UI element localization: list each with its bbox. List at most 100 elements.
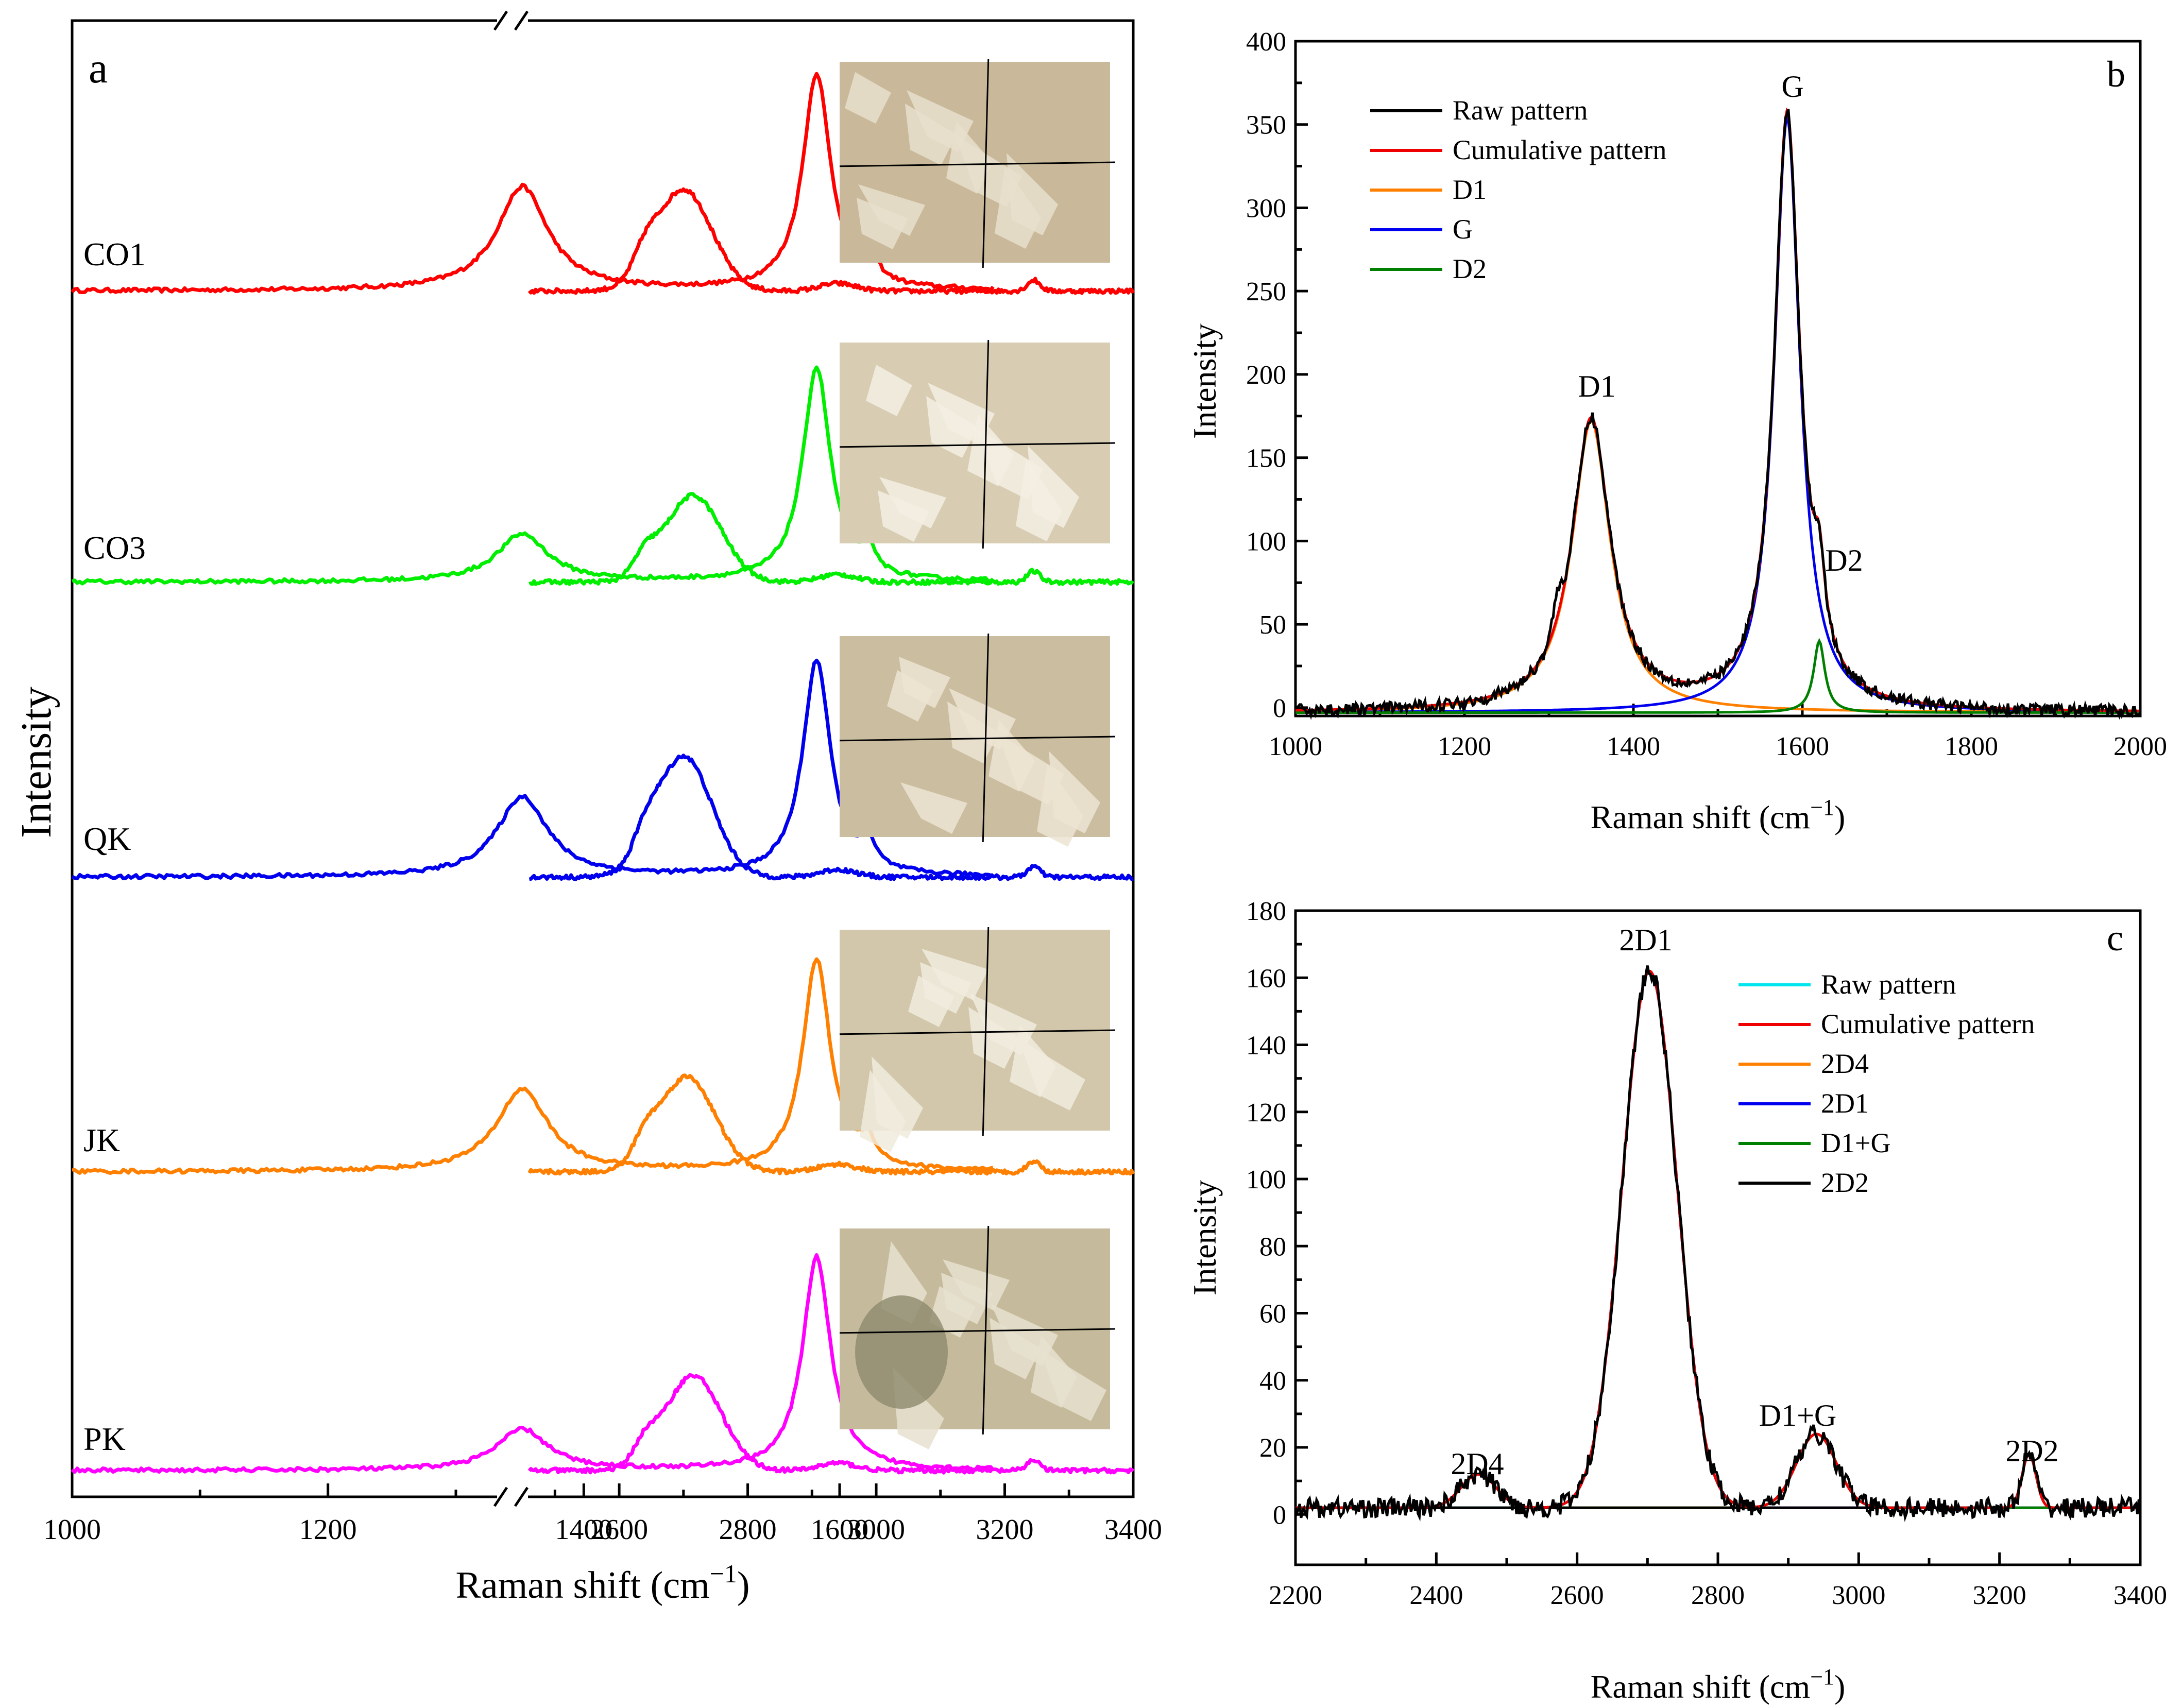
- b-legend-label: D1: [1453, 174, 1487, 205]
- c-y-tick-label: 20: [1259, 1433, 1286, 1463]
- micrograph-inset: [839, 59, 1116, 268]
- panel-b-letter: b: [2107, 54, 2125, 95]
- c-x-tick-label: 3000: [1832, 1581, 1885, 1610]
- c-y-tick-label: 120: [1246, 1098, 1286, 1128]
- panel-a-bottom-break-mark-1: [493, 1487, 508, 1507]
- panel-a-series-QK-high: [529, 754, 1134, 881]
- micrograph-flake: [900, 782, 967, 834]
- panel-a-series-CO3-high: [528, 492, 1135, 586]
- b-raw-pattern: [1295, 109, 2140, 720]
- panel-c-x-axis-label-close: ): [1834, 1668, 1845, 1705]
- panel-a-x-tick-label: 1000: [43, 1514, 101, 1546]
- c-x-tick-label: 2800: [1691, 1581, 1745, 1610]
- c-x-tick-label: 2400: [1409, 1581, 1463, 1610]
- b-y-tick-label: 350: [1246, 111, 1286, 140]
- micrograph-crosshair-v: [982, 927, 990, 1136]
- panel-a-series-JK-high: [527, 1073, 1135, 1176]
- c-legend-label: 2D4: [1821, 1048, 1869, 1079]
- micrograph-flake: [946, 122, 993, 194]
- micrograph-flake: [922, 949, 988, 1000]
- micrograph-crosshair-v: [982, 59, 990, 268]
- b-y-tick-label: 250: [1246, 277, 1286, 306]
- panel-a-x-tick-label: 2800: [719, 1514, 777, 1546]
- panel-a-x-tick-label: 1200: [299, 1514, 357, 1546]
- c-peak-label: 2D1: [1619, 923, 1672, 957]
- panel-c: c 2200 2400 2600 2800 3000 3200 3400 0 20 40 60 80 1…: [1186, 897, 2167, 1705]
- c-y-tick-label: 100: [1246, 1165, 1286, 1194]
- panel-b: b 1000 1200 1400 1600 1800 2000 0 50 100 150 200 25…: [1186, 27, 2167, 835]
- micrograph-dark-grain: [855, 1295, 948, 1409]
- panel-b-x-axis-label-text: Raman shift (cm: [1591, 799, 1811, 835]
- panel-a-micrographs: [839, 59, 1116, 1449]
- micrograph-flake: [845, 72, 891, 124]
- panel-b-x-axis-label-sup: −1: [1810, 795, 1834, 820]
- panel-b-ticks: 1000 1200 1400 1600 1800 2000 0 50 100 150 200 250 3…: [1246, 27, 2167, 761]
- micrograph-flake: [1007, 153, 1058, 235]
- panel-c-peak-labels: 2D1 2D4 D1+G 2D2: [1451, 923, 2058, 1481]
- panel-c-x-axis-label-sup: −1: [1810, 1664, 1834, 1689]
- micrograph-flake: [879, 477, 946, 528]
- micrograph-flake: [1049, 751, 1100, 833]
- micrograph-flake: [943, 1259, 1010, 1311]
- b-component-D1: [1295, 419, 2139, 713]
- b-peak-label: G: [1781, 70, 1803, 104]
- panel-a-series-PK-high: [527, 1373, 1135, 1475]
- b-x-tick-label: 1200: [1438, 732, 1491, 761]
- b-y-tick-label: 400: [1246, 27, 1286, 57]
- panel-a-x-axis-label-close: ): [737, 1564, 750, 1607]
- b-x-tick-label: 1600: [1776, 732, 1829, 761]
- b-x-tick-label: 1800: [1945, 732, 1998, 761]
- panel-b-legend: Raw pattern Cumulative pattern D1 G D2: [1370, 95, 1666, 284]
- micrograph-flake: [857, 198, 908, 249]
- panel-a-x-tick-label: 1600: [811, 1514, 868, 1546]
- panel-b-y-axis-label: Intensity: [1186, 323, 1223, 439]
- panel-a-series-label-PK: PK: [83, 1421, 126, 1457]
- panel-a-series-label-CO3: CO3: [83, 530, 146, 566]
- c-y-tick-label: 60: [1259, 1300, 1286, 1329]
- c-y-tick-label: 140: [1246, 1031, 1286, 1061]
- micrograph-inset: [839, 1225, 1116, 1449]
- c-legend-label: Cumulative pattern: [1821, 1009, 2035, 1039]
- micrograph-crosshair-v: [982, 1225, 990, 1435]
- b-x-tick-label: 1000: [1269, 732, 1322, 761]
- panel-a: a 1000 1200 1400 1600 2600 2800 3000 3200 3400 C…: [12, 10, 1162, 1607]
- panel-c-legend: Raw pattern Cumulative pattern 2D4 2D1 D1+G 2…: [1738, 969, 2035, 1198]
- c-legend-label: D1+G: [1821, 1128, 1890, 1158]
- c-cumulative-pattern: [1295, 970, 2140, 1509]
- panel-b-peak-labels: D1 G D2: [1578, 70, 1863, 577]
- micrograph-inset: [839, 339, 1116, 549]
- panel-a-letter: a: [89, 44, 108, 92]
- b-peak-label: D2: [1825, 543, 1863, 577]
- c-y-tick-label: 180: [1246, 897, 1286, 926]
- panel-a-bottom-break-mark-2: [514, 1487, 529, 1507]
- micrograph-flake: [878, 490, 929, 542]
- panel-a-x-tick-label: 1400: [555, 1514, 612, 1546]
- micrograph-flake: [866, 365, 912, 416]
- panel-b-frame: [1294, 40, 2142, 718]
- micrograph-flake: [872, 1056, 923, 1139]
- c-x-tick-label: 2200: [1269, 1581, 1322, 1610]
- panel-b-series: [1295, 107, 2140, 720]
- panel-a-x-tick-label: 3200: [976, 1514, 1034, 1546]
- panel-a-x-tick-label: 3400: [1104, 1514, 1162, 1546]
- c-peak-label: 2D2: [2005, 1434, 2058, 1468]
- c-x-tick-label: 3200: [1973, 1581, 2026, 1610]
- micrograph-flake: [1010, 1025, 1056, 1097]
- panel-a-top-break-mark-1: [493, 10, 508, 31]
- panel-a-y-axis-label: Intensity: [12, 687, 60, 838]
- panel-a-x-axis-label-sup: −1: [710, 1559, 737, 1588]
- panel-c-ticks: 2200 2400 2600 2800 3000 3200 3400 0 20 40 60 80 100…: [1246, 897, 2167, 1610]
- c-x-tick-label: 3400: [2113, 1581, 2167, 1610]
- panel-c-x-axis-label-text: Raman shift (cm: [1591, 1668, 1811, 1705]
- micrograph-flake: [899, 657, 950, 708]
- micrograph-crosshair-v: [982, 339, 990, 549]
- panel-c-letter: c: [2107, 917, 2123, 959]
- b-cumulative-pattern: [1295, 107, 2139, 712]
- c-y-tick-label: 80: [1259, 1232, 1286, 1261]
- micrograph-crosshair-v: [982, 633, 990, 843]
- b-legend-label: D2: [1453, 253, 1487, 284]
- b-y-tick-label: 150: [1246, 444, 1286, 473]
- c-y-tick-label: 160: [1246, 964, 1286, 993]
- b-y-tick-label: 50: [1259, 610, 1286, 640]
